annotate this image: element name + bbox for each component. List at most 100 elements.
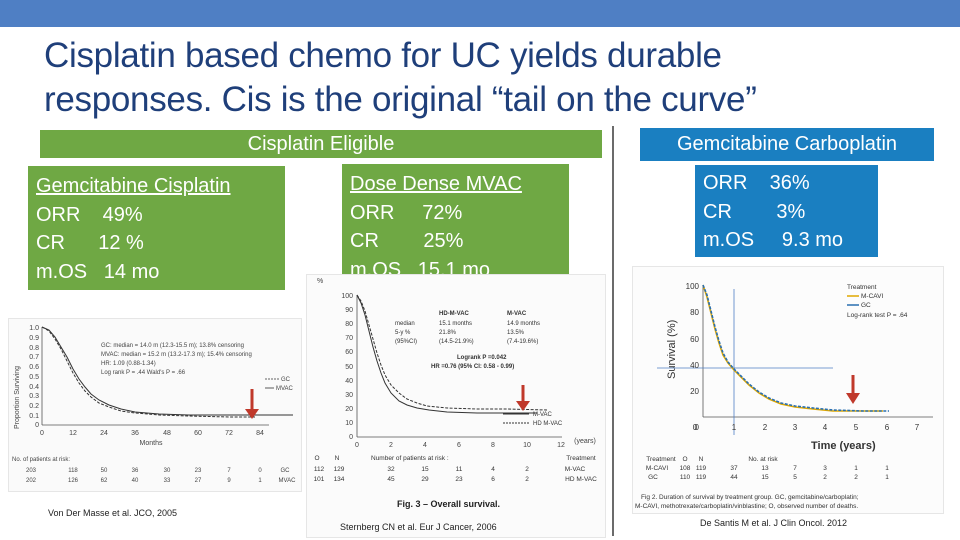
fig3-risk-head: O: [682, 456, 687, 463]
gc-cr: CR 12 %: [36, 232, 144, 254]
fig1-xtick: 48: [163, 430, 171, 437]
fig3-risk-cell: 1: [885, 474, 889, 481]
fig3-risk-cell: M-CAVI: [646, 465, 668, 472]
fig1-risk-mvac: 202: [26, 478, 37, 484]
gc-orr: ORR 49%: [36, 203, 143, 226]
gcarbo-orr: ORR 36%: [703, 172, 810, 194]
fig3-xtick: 6: [885, 423, 890, 432]
fig2-xtick: 2: [389, 442, 393, 449]
fig1-xtick: 84: [256, 430, 264, 437]
fig2-table-cell: 21.8%: [439, 330, 457, 336]
fig1-risk-mvac: 1: [258, 478, 262, 484]
figure-1-citation: Von Der Masse et al. JCO, 2005: [48, 508, 178, 518]
fig2-risk-cell: 32: [387, 466, 395, 473]
fig1-risk-title: No. of patients at risk:: [12, 457, 70, 463]
slide-title-line-1: Cisplatin based chemo for UC yields dura…: [44, 36, 722, 75]
fig3-risk-cell: 2: [823, 474, 827, 481]
figure-2-citation: Sternberg CN et al. Eur J Cancer, 2006: [340, 522, 497, 532]
fig3-ytick: 20: [690, 387, 699, 396]
fig2-table-cell: median: [395, 321, 415, 327]
fig1-ytick: 0.2: [29, 403, 39, 410]
fig1-risk-mvac: 33: [164, 478, 171, 484]
fig3-risk-cell: 37: [730, 465, 738, 472]
gc-results-box: Gemcitabine Cisplatin ORR 49% CR 12 % m.…: [28, 166, 285, 290]
fig1-ytick: 0.8: [29, 345, 39, 352]
panel-divider: [612, 126, 614, 536]
fig2-table-cell: (7.4-19.6%): [507, 339, 538, 345]
fig3-risk-cell: 108: [680, 465, 691, 472]
fig2-y-axis-title: %: [317, 278, 323, 285]
fig2-legend-mvac: M-VAC: [533, 412, 553, 418]
fig2-table-cell: 13.5%: [507, 330, 525, 336]
fig3-ytick: 80: [690, 308, 699, 317]
fig2-table-head-mvac: M-VAC: [507, 311, 527, 317]
fig2-ytick: 50: [345, 364, 353, 371]
fig3-mcavi-curve: [702, 284, 883, 412]
fig1-ytick: 0.7: [29, 354, 39, 361]
fig2-risk-cell: 23: [455, 476, 463, 483]
fig2-risk-cell: 2: [525, 466, 529, 473]
fig1-legend-mvac: MVAC: [276, 386, 294, 392]
fig1-xtick: 12: [69, 430, 77, 437]
slide-title-line-2: responses. Cis is the original “tail on …: [44, 80, 757, 119]
fig1-ytick: 0.1: [29, 413, 39, 420]
fig1-ytick: 0.3: [29, 393, 39, 400]
fig2-arrow: [516, 385, 530, 411]
fig3-ytick: 40: [690, 361, 699, 370]
fig2-ytick: 30: [345, 392, 353, 399]
fig1-xlabel: Months: [140, 440, 163, 447]
fig1-stat-mvac: MVAC: median = 15.2 m (13.2-17.3 m); 15.…: [101, 352, 252, 358]
fig3-risk-cell: 7: [793, 465, 797, 472]
figure-1-gc-vs-mvac: Proportion Surviving 1.0 0.9 0.8 0.7 0.6…: [8, 318, 302, 492]
fig2-table-cell: 5-y %: [395, 330, 411, 336]
fig3-legend-gc: GC: [861, 302, 871, 309]
fig2-xtick: 8: [491, 442, 495, 449]
gcarbo-results-box: ORR 36% CR 3% m.OS 9.3 mo: [695, 165, 878, 257]
mvac-cr: CR 25%: [350, 230, 464, 252]
gcarbo-cr: CR 3%: [703, 200, 806, 223]
fig2-table-cell: 15.1 months: [439, 321, 472, 327]
gc-mos: m.OS 14 mo: [36, 260, 160, 283]
fig2-risk-cell: 134: [334, 476, 345, 483]
fig1-risk-mvac-label: MVAC: [279, 478, 297, 484]
mvac-results-box: Dose Dense MVAC ORR 72% CR 25% m.OS 15.1…: [342, 164, 569, 290]
fig2-risk-cell: 112: [314, 466, 325, 473]
fig2-xtick: 4: [423, 442, 427, 449]
fig3-risk-cell: 13: [761, 465, 769, 472]
fig1-risk-mvac: 62: [101, 478, 108, 484]
cisplatin-eligible-header: Cisplatin Eligible: [40, 130, 602, 158]
fig1-xtick: 0: [40, 430, 44, 437]
fig2-ytick: 60: [345, 349, 353, 356]
fig2-risk-cell: 11: [456, 466, 463, 473]
fig1-risk-mvac: 126: [68, 478, 79, 484]
fig3-xtick: 5: [854, 423, 859, 432]
fig2-risk-head-n: N: [335, 455, 340, 462]
fig3-legend-title: Treatment: [847, 284, 877, 291]
mvac-orr: ORR 72%: [350, 201, 463, 224]
figure-2-hd-mvac-vs-mvac: % 100 90 80 70 60 50 40 30 20 10 0 0 2 4…: [306, 274, 606, 538]
fig3-ytick: 60: [690, 335, 699, 344]
figure-3-gcarbo-vs-mcavi: Survival (%) 100 80 60 40 20 0 0 1 2 3 4…: [632, 266, 944, 514]
slide-title: Cisplatin based chemo for UC yields dura…: [44, 34, 924, 122]
fig3-logrank: Log-rank test P = .64: [847, 312, 908, 319]
fig3-risk-cell: 1: [854, 465, 858, 472]
fig2-table-head-hd: HD-M-VAC: [439, 311, 470, 317]
fig2-table-cell: 14.9 months: [507, 321, 540, 327]
fig2-ytick: 80: [345, 321, 353, 328]
fig1-gc-curve: [41, 326, 255, 418]
fig3-xtick: 0: [693, 423, 698, 432]
fig3-risk-cell: 119: [696, 474, 707, 481]
fig1-xtick: 36: [131, 430, 139, 437]
fig3-risk-cell: 119: [696, 465, 707, 472]
fig2-ytick: 10: [345, 420, 353, 427]
fig2-hr: HR =0.76 (95% CI: 0.58 - 0.99): [431, 364, 514, 370]
fig1-stat-hr: HR: 1.09 (0.88-1.34): [101, 361, 156, 367]
fig1-ytick: 1.0: [29, 325, 39, 332]
cisplatin-eligible-label: Cisplatin Eligible: [247, 133, 395, 155]
fig2-ytick: 70: [345, 335, 353, 342]
fig3-xtick: 4: [823, 423, 828, 432]
fig3-xtick: 1: [732, 423, 737, 432]
fig3-risk-cell: 15: [761, 474, 769, 481]
fig2-mvac-curve: [356, 294, 537, 414]
fig2-ytick: 20: [345, 406, 353, 413]
